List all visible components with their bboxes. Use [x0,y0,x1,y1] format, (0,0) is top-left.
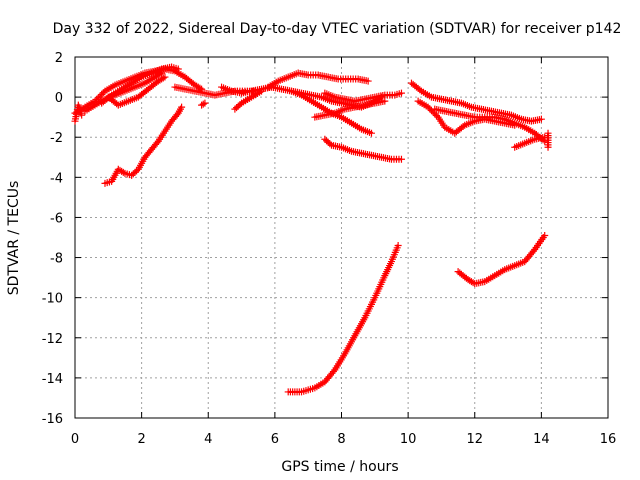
x-tick-label: 12 [466,432,483,447]
series-track-23 [544,129,552,151]
axis-tick-labels: 0 2 4 6 8 10 12 14 16 -16 -14 -12 -10 -8 -6 -4 -2 0 2 [42,51,617,447]
series-track-3 [98,63,182,107]
data-point [161,73,169,81]
data-point [537,115,545,123]
series-track-18 [431,105,549,145]
series-track-16 [407,79,545,125]
x-tick-label: 6 [271,432,279,447]
y-tick-label: -4 [50,171,63,186]
y-tick-label: -12 [42,332,63,347]
data-marks [71,63,552,396]
data-point [233,104,241,112]
y-tick-label: -14 [42,372,63,387]
data-point [196,84,204,92]
x-tick-label: 0 [71,432,79,447]
x-tick-label: 4 [204,432,212,447]
data-point [367,129,375,137]
data-point [173,111,181,119]
series-track-20 [454,231,549,288]
data-point [394,242,402,250]
data-point [201,99,209,107]
x-tick-label: 14 [533,432,550,447]
data-point [432,111,440,119]
x-tick-label: 8 [337,432,345,447]
y-tick-label: -8 [50,252,63,267]
y-axis-label: SDTVAR / TECUs [6,181,22,296]
series-track-1 [71,65,206,117]
data-point [324,138,332,146]
series-track-13 [311,97,389,121]
series-track-14 [321,135,405,163]
data-point [174,65,182,73]
x-tick-label: 16 [600,432,617,447]
data-point [231,105,239,113]
data-point [178,103,186,111]
data-point [429,108,437,116]
y-tick-label: -2 [50,131,63,146]
data-point [129,170,137,178]
x-tick-label: 10 [400,432,417,447]
data-point [119,168,127,176]
data-point [381,97,389,105]
gridlines [75,57,608,418]
data-point [78,111,86,119]
data-point [397,155,405,163]
series-track-22 [198,99,209,109]
data-point [258,87,266,95]
data-point [326,140,334,148]
data-point [427,106,435,114]
series-track-4 [104,73,169,109]
data-point [424,103,432,111]
data-point [199,100,207,108]
chart-title: Day 332 of 2022, Sidereal Day-to-day VTE… [53,21,622,37]
data-point [459,123,467,131]
series-track-12 [321,89,405,105]
data-point [544,143,552,151]
data-point [94,94,102,102]
x-tick-label: 2 [137,432,145,447]
series-track-5 [101,103,186,187]
data-point [323,137,331,145]
data-point [128,171,136,179]
series-track-2 [81,69,166,115]
data-point [397,89,405,97]
y-tick-label: -10 [42,292,63,307]
data-point [529,247,537,255]
data-point [133,167,141,175]
y-tick-label: -6 [50,211,63,226]
data-point [416,86,424,94]
x-axis-label: GPS time / hours [281,459,398,475]
data-point [234,102,242,110]
data-point [236,101,244,109]
data-point [364,77,372,85]
series-track-8 [231,87,266,113]
data-point [96,92,104,100]
data-point [541,231,549,239]
series-track-19 [511,133,549,151]
data-point [131,168,139,176]
y-tick-label: 0 [55,91,63,106]
data-point [159,74,167,82]
y-tick-label: 2 [55,51,63,66]
axis-ticks [74,56,609,419]
series-track-21 [71,101,86,125]
data-point [99,89,107,97]
series-track-9 [264,69,372,91]
data-point [98,90,106,98]
data-point [153,139,161,147]
y-tick-label: -16 [42,412,63,427]
data-point [329,368,337,376]
data-point [321,135,329,143]
series-track-15 [284,242,402,396]
